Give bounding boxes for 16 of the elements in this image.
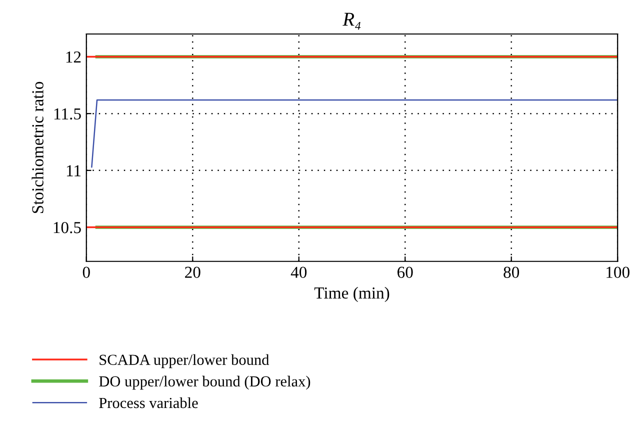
y-tick-label: 11.5: [54, 108, 81, 120]
x-tick-label: 100: [606, 266, 630, 278]
legend-label: DO upper/lower bound (DO relax): [99, 376, 310, 390]
x-tick-label: 40: [290, 266, 307, 278]
x-tick-label: 60: [398, 266, 413, 278]
x-axis-title: Time (min): [314, 286, 390, 302]
y-axis-title: Stoichiometric ratio: [32, 82, 44, 213]
y-tick-label: 12: [66, 51, 81, 63]
x-tick-label: 80: [504, 266, 520, 278]
y-tick-label: 11: [66, 165, 81, 176]
x-tick-label: 0: [82, 266, 90, 278]
y-tick-label: 10.5: [54, 222, 81, 234]
legend-label: Process variable: [99, 397, 198, 408]
legend-label: SCADA upper/lower bound: [100, 354, 270, 368]
chart-title: R₄: [342, 12, 361, 30]
x-tick-label: 20: [185, 266, 200, 278]
